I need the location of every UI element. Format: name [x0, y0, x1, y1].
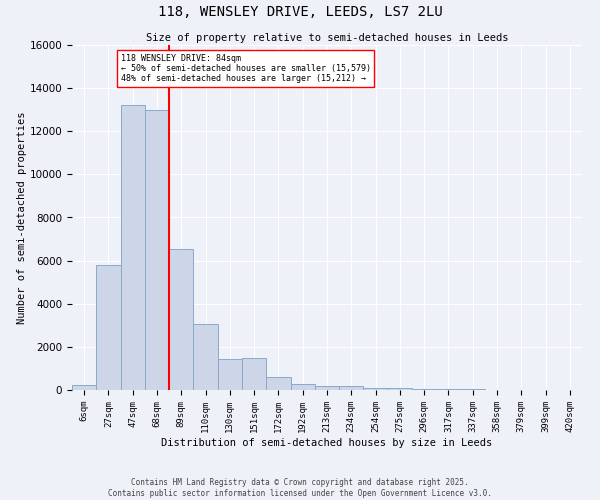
Bar	[193, 324, 218, 390]
Bar	[339, 386, 364, 390]
Bar	[169, 249, 193, 390]
Title: Size of property relative to semi-detached houses in Leeds: Size of property relative to semi-detach…	[146, 33, 508, 43]
Text: Contains HM Land Registry data © Crown copyright and database right 2025.
Contai: Contains HM Land Registry data © Crown c…	[108, 478, 492, 498]
Bar	[121, 106, 145, 390]
Y-axis label: Number of semi-detached properties: Number of semi-detached properties	[17, 112, 27, 324]
Bar	[96, 265, 121, 390]
Bar	[315, 386, 339, 390]
Bar	[412, 388, 436, 390]
Text: 118 WENSLEY DRIVE: 84sqm
← 50% of semi-detached houses are smaller (15,579)
48% : 118 WENSLEY DRIVE: 84sqm ← 50% of semi-d…	[121, 54, 371, 84]
Bar	[145, 110, 169, 390]
Bar	[436, 389, 461, 390]
Text: 118, WENSLEY DRIVE, LEEDS, LS7 2LU: 118, WENSLEY DRIVE, LEEDS, LS7 2LU	[158, 5, 442, 19]
Bar	[364, 388, 388, 390]
Bar	[388, 388, 412, 390]
Bar	[218, 358, 242, 390]
Bar	[242, 358, 266, 390]
Bar	[72, 384, 96, 390]
Bar	[290, 384, 315, 390]
Bar	[266, 376, 290, 390]
X-axis label: Distribution of semi-detached houses by size in Leeds: Distribution of semi-detached houses by …	[161, 438, 493, 448]
